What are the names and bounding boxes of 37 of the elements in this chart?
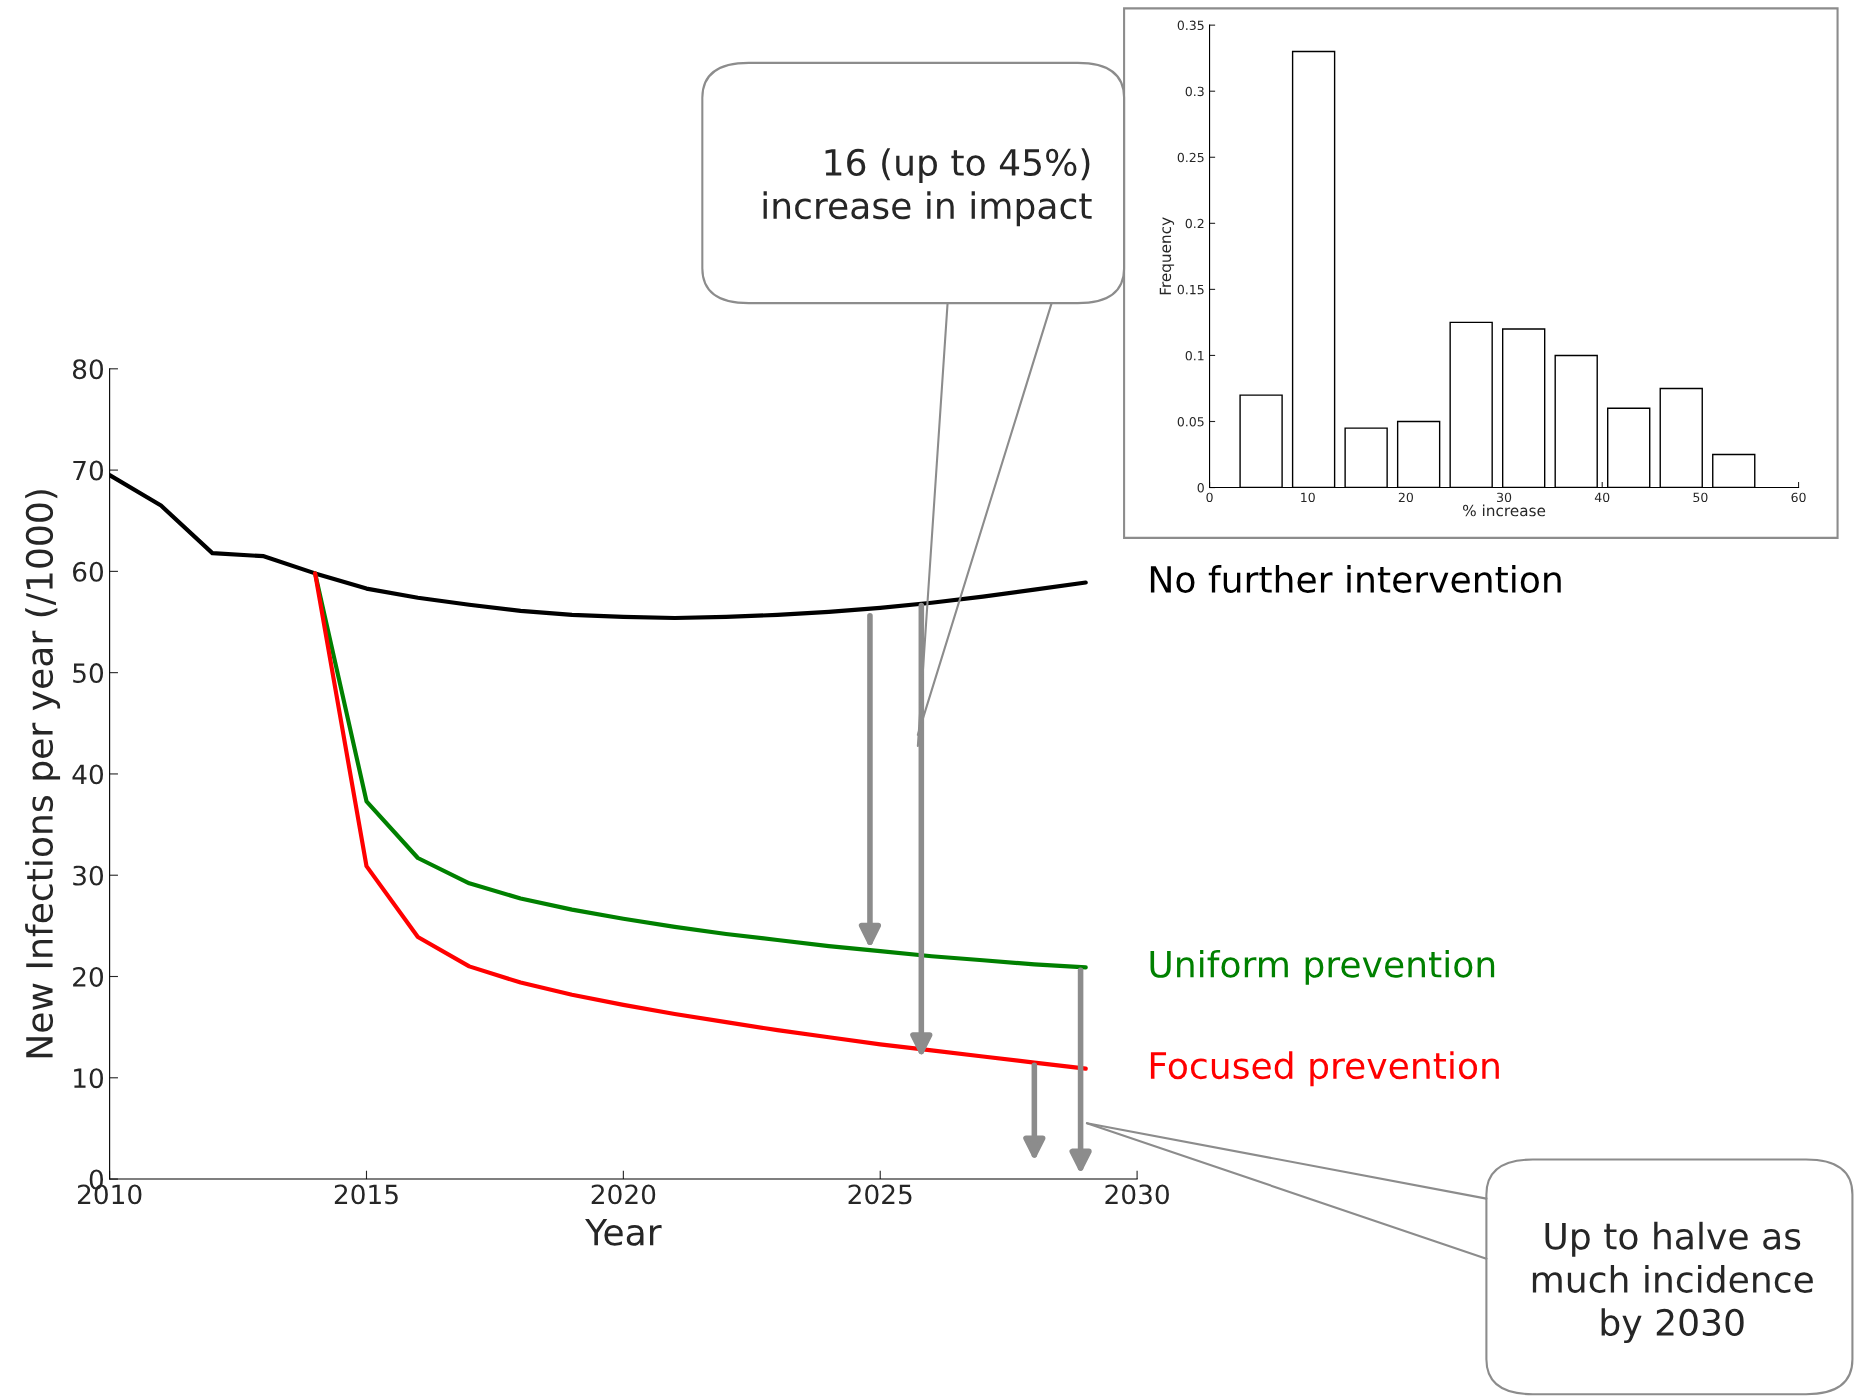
- y-axis-title: New Infections per year (/1000): [25, 490, 61, 1058]
- y-tick-label: 30: [73, 865, 104, 886]
- y-tick-label: 20: [73, 966, 104, 987]
- y-tick-label: 0.3: [1185, 86, 1204, 97]
- y-tick-label: 70: [73, 460, 104, 481]
- text: 16 (up to 45%) increase in impact: [763, 148, 1092, 227]
- y-axis-title: Frequency: [1159, 217, 1175, 295]
- y-tick-label: 40: [72, 764, 104, 785]
- x-tick-label: 10: [1301, 492, 1315, 503]
- series-label: Focused prevention: [1150, 1051, 1499, 1087]
- series-label: Uniform prevention: [1150, 949, 1495, 985]
- y-tick-label: 0.2: [1185, 218, 1204, 229]
- y-tick-label: 0.35: [1177, 20, 1204, 31]
- line-series: [313, 571, 1088, 1071]
- x-tick-label: 0: [1206, 492, 1213, 503]
- y-tick-label: 0: [1197, 483, 1204, 493]
- series-label: No further intervention: [1150, 565, 1561, 593]
- y-tick-label: 0.05: [1177, 416, 1204, 427]
- y-tick-label: 50: [73, 663, 104, 684]
- y-tick-label: 0.1: [1185, 350, 1204, 361]
- y-tick-label: 60: [73, 561, 104, 582]
- x-tick-label: 30: [1497, 492, 1512, 503]
- text: Up to halve as much incidence by 2030: [1532, 1221, 1813, 1344]
- x-tick-label: 2030: [1105, 1184, 1169, 1205]
- x-tick-label: 20: [1398, 492, 1414, 503]
- x-tick-label: 2025: [848, 1184, 912, 1205]
- x-axis-title: Year: [585, 1218, 662, 1246]
- x-axis-title: % increase: [1463, 504, 1546, 517]
- y-tick-label: 0.15: [1177, 284, 1204, 295]
- x-tick-label: 60: [1791, 492, 1806, 503]
- x-tick-label: 40: [1594, 492, 1610, 503]
- x-tick-label: 2020: [591, 1184, 656, 1205]
- y-tick-label: 10: [74, 1068, 104, 1089]
- x-tick-label: 2015: [334, 1184, 398, 1205]
- y-tick-label: 80: [72, 359, 104, 380]
- y-tick-label: 0.25: [1177, 152, 1204, 163]
- x-tick-label: 50: [1693, 492, 1708, 503]
